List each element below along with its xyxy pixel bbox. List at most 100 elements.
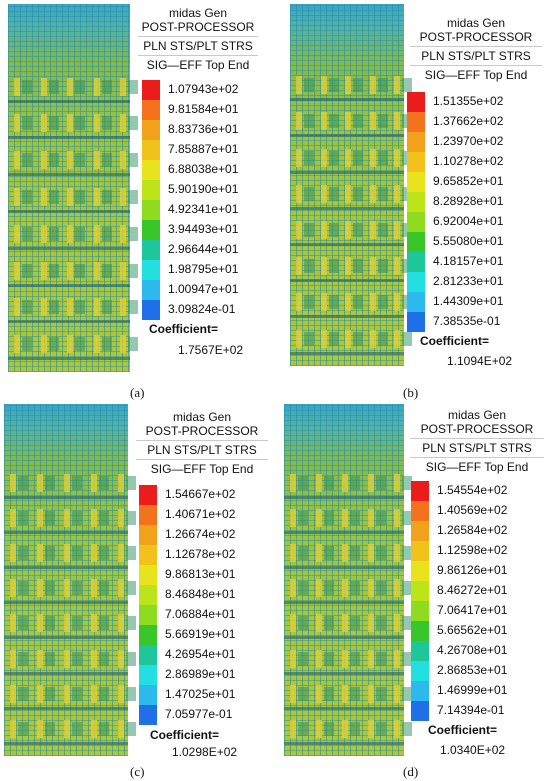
- stress-lowspot: [304, 78, 314, 92]
- stress-hotspot: [64, 544, 70, 562]
- stress-lowspot: [350, 687, 360, 701]
- stress-hotspot: [296, 221, 302, 239]
- stress-lowspot: [329, 187, 339, 201]
- legend-color-swatch: [139, 525, 157, 545]
- legend-value-label: 1.23970e+02: [433, 134, 504, 148]
- stress-lowspot: [128, 300, 138, 314]
- stress-hotspot: [345, 149, 351, 167]
- legend-header: midas Gen POST-PROCESSOR PLN STS/PLT STR…: [138, 6, 258, 72]
- panel-caption: (b): [403, 385, 419, 400]
- floor-band: [4, 531, 128, 534]
- legend-value-label: 1.51355e+02: [433, 94, 504, 108]
- floor-band: [4, 636, 128, 639]
- floor-band: [8, 247, 130, 250]
- stress-hotspot: [290, 509, 296, 527]
- stress-lowspot: [75, 300, 85, 314]
- legend-value-label: 7.06884e+01: [165, 607, 236, 621]
- stress-hotspot: [120, 151, 126, 169]
- stress-hotspot: [370, 149, 376, 167]
- stress-lowspot: [329, 114, 339, 128]
- legend-value-label: 5.55080e+01: [433, 234, 504, 248]
- stress-hotspot: [394, 76, 400, 94]
- stress-lowspot: [45, 616, 55, 630]
- stress-hotspot: [394, 509, 400, 527]
- divider: [410, 457, 544, 458]
- stress-hotspot: [296, 330, 302, 348]
- stress-lowspot: [304, 114, 314, 128]
- stress-hotspot: [94, 225, 100, 243]
- app-name: midas Gen: [447, 408, 507, 422]
- stress-hotspot: [345, 185, 351, 203]
- stress-lowspot: [353, 114, 363, 128]
- stress-lowspot: [402, 581, 412, 595]
- stress-lowspot: [102, 80, 112, 94]
- stress-hotspot: [14, 335, 20, 353]
- stress-hotspot: [370, 330, 376, 348]
- panel-caption: (d): [403, 764, 419, 779]
- stress-hotspot: [94, 262, 100, 280]
- stress-lowspot: [402, 616, 412, 630]
- stress-hotspot: [290, 544, 296, 562]
- stress-lowspot: [353, 223, 363, 237]
- legend-color-swatch: [407, 192, 425, 212]
- stress-hotspot: [296, 257, 302, 275]
- legend-color-swatch: [139, 545, 157, 565]
- legend-color-swatch: [411, 701, 429, 721]
- stress-lowspot: [353, 187, 363, 201]
- stress-hotspot: [321, 221, 327, 239]
- stress-lowspot: [102, 116, 112, 130]
- legend-value-label: 2.86989e+01: [165, 667, 236, 681]
- legend-color-swatch: [411, 521, 429, 541]
- legend-color-swatch: [411, 621, 429, 641]
- legend-color-swatch: [411, 541, 429, 561]
- stress-lowspot: [402, 687, 412, 701]
- legend-color-swatch: [139, 665, 157, 685]
- result-type: PLN STS/PLT STRS: [143, 39, 253, 53]
- stress-lowspot: [376, 581, 386, 595]
- legend-color-swatch: [139, 645, 157, 665]
- legend-value-label: 4.26954e+01: [165, 647, 236, 661]
- legend-value-label: 4.18157e+01: [433, 254, 504, 268]
- stress-lowspot: [72, 616, 82, 630]
- stress-hotspot: [316, 720, 322, 738]
- stress-lowspot: [353, 78, 363, 92]
- stress-lowspot: [376, 652, 386, 666]
- stress-lowspot: [378, 187, 388, 201]
- stress-hotspot: [316, 509, 322, 527]
- floor-band: [284, 707, 404, 710]
- legend-value-label: 8.28928e+01: [433, 194, 504, 208]
- floor-band: [8, 320, 130, 323]
- stress-lowspot: [324, 476, 334, 490]
- divider: [136, 440, 268, 441]
- stress-hotspot: [394, 112, 400, 130]
- stress-hotspot: [120, 188, 126, 206]
- stress-hotspot: [118, 509, 124, 527]
- legend-color-swatch: [407, 152, 425, 172]
- legend-color-swatch: [407, 232, 425, 252]
- legend-value-label: 9.65852e+01: [433, 174, 504, 188]
- legend-value-label: 1.37662e+02: [433, 114, 504, 128]
- stress-hotspot: [296, 293, 302, 311]
- floor-band: [290, 352, 404, 355]
- stress-hotspot: [296, 112, 302, 130]
- legend-color-swatch: [411, 681, 429, 701]
- legend-color-swatch: [142, 180, 160, 200]
- floor-band: [290, 315, 404, 318]
- legend-color-swatch: [411, 601, 429, 621]
- legend-value-label: 2.81233e+01: [433, 274, 504, 288]
- stress-hotspot: [321, 112, 327, 130]
- legend-value-label: 1.12598e+02: [437, 543, 508, 557]
- floor-band: [284, 742, 404, 745]
- divider: [410, 65, 542, 66]
- stress-lowspot: [329, 223, 339, 237]
- stress-lowspot: [298, 476, 308, 490]
- stress-component: SIG—EFF Top End: [146, 58, 250, 72]
- stress-lowspot: [45, 687, 55, 701]
- stress-hotspot: [120, 114, 126, 132]
- stress-lowspot: [304, 223, 314, 237]
- stress-lowspot: [324, 687, 334, 701]
- legend-value-label: 1.44309e+01: [433, 294, 504, 308]
- divider: [410, 438, 544, 439]
- stress-lowspot: [45, 476, 55, 490]
- floor-band: [8, 173, 130, 176]
